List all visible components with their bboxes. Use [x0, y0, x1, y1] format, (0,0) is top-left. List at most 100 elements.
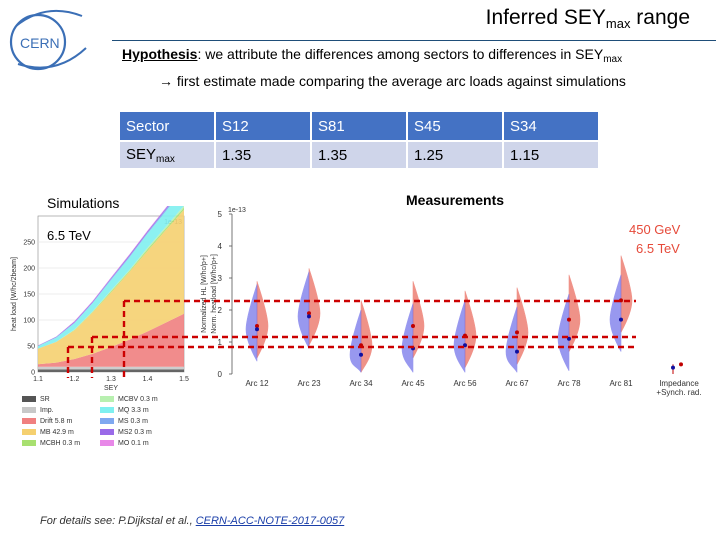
sim-y-tick: 100: [23, 318, 35, 325]
violin-450gev: [360, 300, 373, 373]
violin-450gev: [256, 281, 269, 359]
simulation-legend: SR Imp. Drift 5.8 m MB 42.9 m MCBH 0.3 m MCBV…: [22, 396, 192, 456]
simulations-label: Simulations: [47, 195, 120, 211]
sim-y-tick: 200: [23, 266, 35, 273]
sim-x-tick: 1.5: [179, 376, 189, 383]
legend-label: MCBV 0.3 m: [118, 396, 158, 403]
violin-6-5tev: [297, 271, 310, 349]
violin-450gev: [568, 274, 581, 352]
sey-table-row: SEYmax 1.35 1.35 1.25 1.15: [120, 140, 600, 168]
median-450gev: [515, 330, 519, 335]
violin-450gev: [464, 290, 477, 368]
note-link[interactable]: CERN-ACC-NOTE-2017-0057: [195, 515, 345, 527]
sim-x-tick: 1.3: [106, 376, 116, 383]
legend-label: MCBH 0.3 m: [40, 440, 81, 447]
legend-label: MO 0.1 m: [118, 440, 149, 447]
legend-swatch: [100, 396, 114, 402]
sim-area-0: [38, 369, 184, 372]
impedance-point-6-5tev: [671, 365, 675, 370]
median-450gev: [567, 317, 571, 322]
legend-label: MQ 3.3 m: [118, 407, 149, 414]
sim-legend-item: MQ 3.3 m: [100, 407, 149, 414]
meas-x-tick: Arc 12: [245, 379, 269, 388]
violin-6-5tev: [609, 274, 622, 352]
sim-legend-item: Drift 5.8 m: [22, 418, 72, 425]
meas-x-tick: Arc 23: [297, 379, 321, 388]
hypothesis-label: Hypothesis: [122, 46, 198, 62]
meas-y-tick: 0: [218, 370, 223, 379]
sim-legend-item: MB 42.9 m: [22, 429, 74, 436]
value-s12: 1.35: [216, 140, 312, 168]
meas-x-tick: Arc 45: [401, 379, 425, 388]
sim-y-tick: 150: [23, 292, 35, 299]
median-450gev: [619, 298, 623, 303]
median-6-5tev: [307, 314, 311, 319]
violin-450gev: [516, 287, 529, 365]
violin-6-5tev: [557, 293, 570, 371]
header-s34: S34: [504, 112, 600, 140]
median-450gev: [359, 343, 363, 348]
violin-450gev: [620, 255, 633, 333]
sim-area-6: [38, 206, 184, 349]
sey-table: Sector S12 S81 S45 S34 SEYmax 1.35 1.35 …: [120, 112, 600, 168]
legend-swatch: [100, 407, 114, 413]
violin-6-5tev: [401, 303, 414, 373]
median-6-5tev: [255, 327, 259, 332]
violin-6-5tev: [505, 306, 518, 373]
header-s45: S45: [408, 112, 504, 140]
meas-x-tick: Arc 81: [609, 379, 633, 388]
sim-y-tick: 250: [23, 240, 35, 247]
sey-table-header: Sector S12 S81 S45 S34: [120, 112, 600, 140]
legend-swatch: [100, 429, 114, 435]
median-6-5tev: [463, 343, 467, 348]
sim-area-2: [38, 313, 184, 367]
sim-legend-item: MS2 0.3 m: [100, 429, 152, 436]
sim-x-tick: 1.4: [143, 376, 153, 383]
measurements-label: Measurements: [406, 192, 505, 208]
cern-logo-text: CERN: [20, 35, 60, 51]
legend-6-5tev: 6.5 TeV: [636, 241, 680, 256]
legend-swatch: [100, 440, 114, 446]
sim-legend-item: Imp.: [22, 407, 54, 414]
legend-swatch: [100, 418, 114, 424]
median-6-5tev: [411, 346, 415, 351]
median-450gev: [411, 324, 415, 328]
legend-swatch: [22, 407, 36, 413]
median-6-5tev: [619, 317, 623, 322]
legend-swatch: [22, 396, 36, 402]
header-s12: S12: [216, 112, 312, 140]
legend-label: MB 42.9 m: [40, 429, 74, 436]
sim-y-tick: 0: [31, 370, 35, 377]
sim-area-1: [38, 366, 184, 370]
value-s45: 1.25: [408, 140, 504, 168]
legend-label: MS 0.3 m: [118, 418, 148, 425]
meas-x-tick: Arc 56: [453, 379, 477, 388]
sim-legend-item: MCBV 0.3 m: [100, 396, 158, 403]
impedance-point-450gev: [679, 362, 683, 367]
median-6-5tev: [567, 336, 571, 341]
title-divider: [112, 40, 716, 41]
legend-label: Drift 5.8 m: [40, 418, 73, 425]
legend-label: SR: [40, 396, 50, 403]
sim-y-label: heat load [W/hc/2beam]: [11, 257, 18, 331]
meas-y-tick: 3: [218, 274, 223, 283]
meas-y-tick: 5: [218, 210, 223, 219]
median-450gev: [307, 311, 311, 316]
legend-label: MS2 0.3 m: [118, 429, 152, 436]
footer-reference: For details see: P.Dijkstal et al., CERN…: [40, 515, 345, 527]
legend-450gev: 450 GeV: [629, 222, 681, 237]
value-s34: 1.15: [504, 140, 600, 168]
violin-450gev: [308, 268, 321, 346]
median-6-5tev: [359, 352, 363, 357]
sim-legend-item: MS 0.3 m: [100, 418, 148, 425]
legend-swatch: [22, 418, 36, 424]
header-sector: Sector: [120, 112, 216, 140]
median-450gev: [463, 333, 467, 338]
sim-x-tick: 1.2: [70, 376, 80, 383]
legend-swatch: [22, 440, 36, 446]
sim-area-3: [38, 209, 184, 365]
violin-6-5tev: [349, 309, 362, 373]
sim-x-label: SEY: [104, 385, 118, 392]
meas-y-tick: 4: [218, 242, 223, 251]
violin-450gev: [412, 281, 425, 359]
